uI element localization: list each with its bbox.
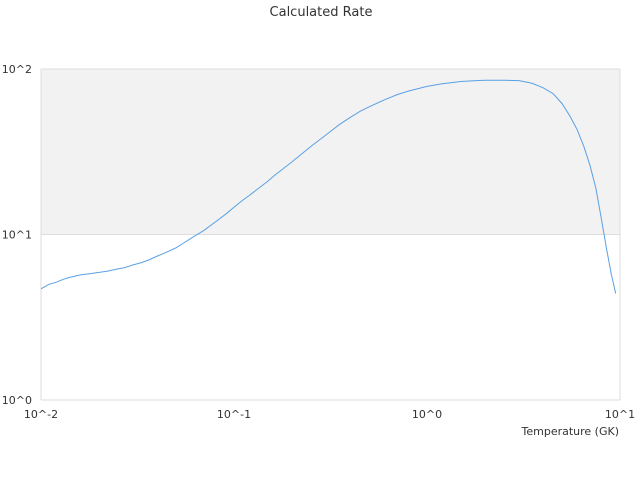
x-tick-label: 10^0 [412, 408, 442, 421]
x-axis-label: Temperature (GK) [521, 425, 620, 438]
series-line [40, 79, 617, 294]
tick-labels: 10^-2 10^-1 10^0 10^1 10^0 10^1 10^2 [2, 63, 635, 421]
y-tick-label: 10^1 [2, 229, 32, 242]
y-tick-label: 10^0 [2, 394, 32, 407]
y-tick-label: 10^2 [2, 63, 32, 76]
chart-title: Calculated Rate [270, 5, 373, 20]
x-tick-label: 10^-1 [217, 408, 251, 421]
x-tick-label: 10^1 [605, 408, 635, 421]
plot-band [41, 69, 620, 235]
plot-area [40, 68, 621, 401]
x-tick-label: 10^-2 [24, 408, 58, 421]
